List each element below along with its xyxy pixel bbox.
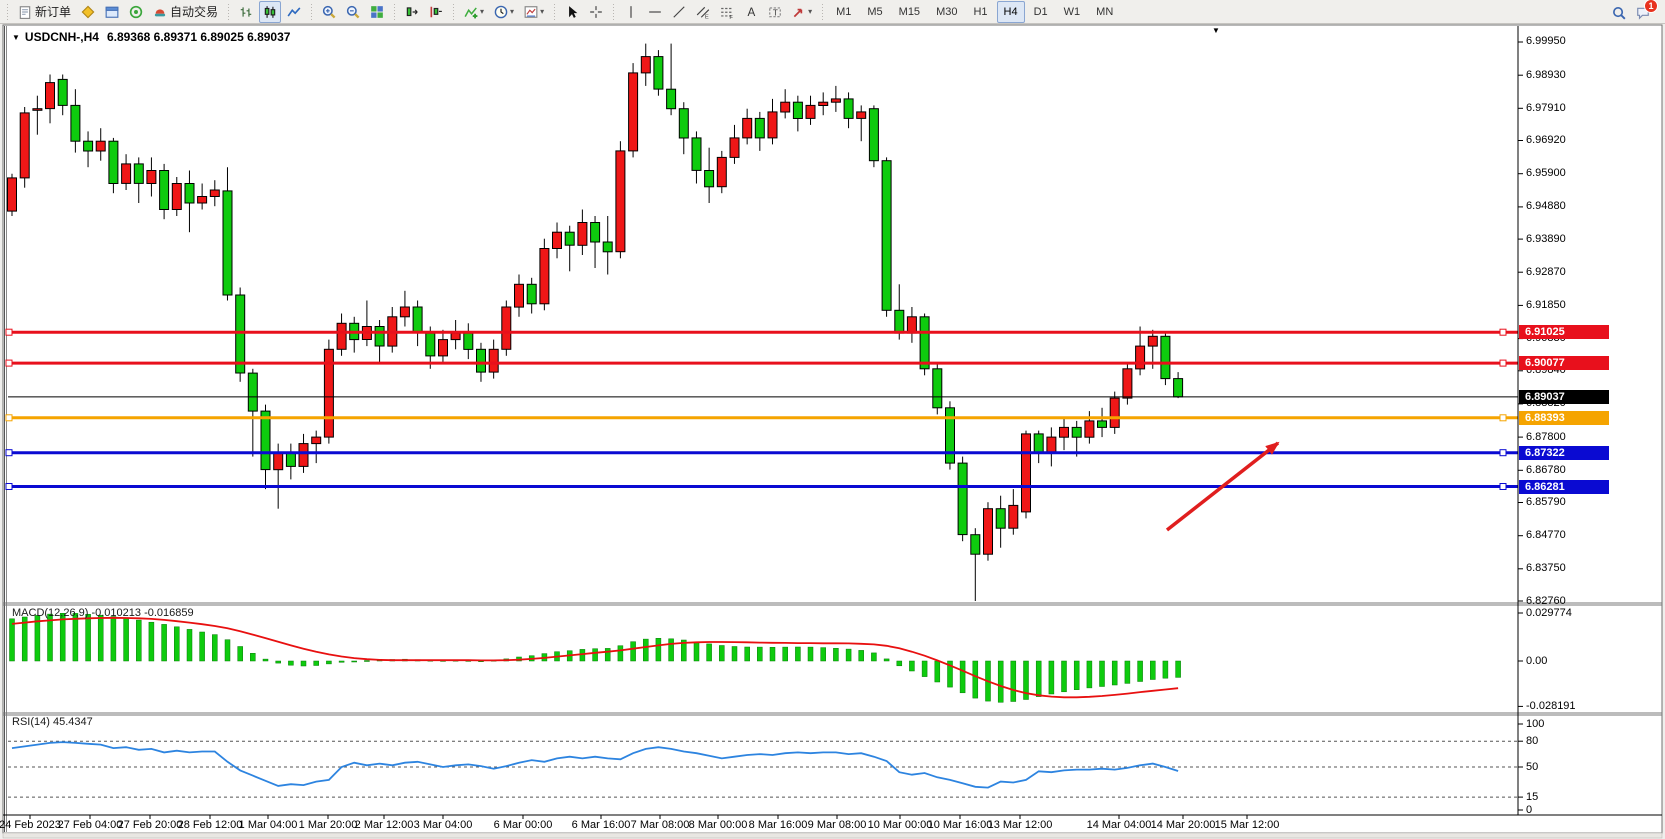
dropdown-arrow-icon[interactable]: ▾	[540, 7, 545, 16]
templates-icon	[524, 5, 538, 18]
svg-text:F: F	[729, 14, 733, 18]
cursor-button[interactable]	[561, 1, 583, 23]
chart-ohlc-values: 6.89368 6.89371 6.89025 6.89037	[106, 30, 291, 44]
toolbar: 新订单 自动交易 ▾ ▾ ▾ E F A T ▾ M1 M5 M15 M30 H1 H4 D1 W1 MN 1	[0, 0, 1665, 24]
bar-chart-button[interactable]	[235, 1, 257, 23]
indicators-button[interactable]: ▾	[460, 1, 488, 23]
notification-badge: 1	[1644, 0, 1658, 13]
toolbar-grip[interactable]	[5, 3, 10, 20]
one-click-collapse-icon[interactable]: ▼	[12, 32, 20, 42]
zoom-out-button[interactable]	[342, 1, 364, 23]
crosshair-button[interactable]	[585, 1, 607, 23]
auto-scroll-icon	[406, 6, 418, 16]
mql5-community-button[interactable]	[77, 1, 99, 23]
candlestick-chart-icon	[264, 5, 276, 18]
toolbar-grip[interactable]	[820, 3, 826, 20]
arrows-button[interactable]: ▾	[788, 1, 816, 23]
search-button[interactable]	[1608, 2, 1630, 24]
candlestick-chart-button[interactable]	[259, 0, 282, 23]
timeframe-h1-button[interactable]: H1	[973, 5, 988, 18]
new-order-button-label: 新订单	[35, 5, 72, 19]
toolbar-grip[interactable]	[309, 3, 315, 20]
timeframe-d1-button[interactable]: D1	[1033, 5, 1048, 18]
mql5-community-icon	[81, 5, 95, 18]
tile-windows-button[interactable]	[366, 1, 388, 23]
horizontal-line-icon	[649, 10, 661, 13]
bar-chart-icon	[240, 6, 252, 17]
signals-button[interactable]	[125, 1, 147, 23]
tile-windows-icon	[371, 5, 383, 18]
text-label-icon: T	[769, 6, 781, 17]
zoom-in-icon	[322, 5, 336, 18]
timeframe-h4-button[interactable]: H4	[996, 0, 1025, 23]
signals-icon	[129, 5, 143, 18]
equidistant-channel-icon: E	[696, 6, 710, 19]
toolbar-grip[interactable]	[451, 3, 457, 20]
macd-indicator-label: MACD(12,26,9) -0.010213 -0.016859	[12, 607, 194, 619]
equidistant-channel-button[interactable]: E	[692, 1, 714, 23]
toolbar-right-group: 1	[1607, 0, 1658, 24]
market-watch-icon	[105, 6, 119, 18]
zoom-out-icon	[346, 5, 360, 18]
line-chart-button[interactable]	[283, 1, 305, 23]
search-icon	[1613, 7, 1626, 20]
zoom-in-button[interactable]	[318, 1, 340, 23]
svg-text:T: T	[773, 8, 778, 17]
trendline-icon	[673, 5, 685, 18]
arrows-icon	[793, 8, 803, 17]
horizontal-line-button[interactable]	[644, 1, 666, 23]
chart-title: ▼ USDCNH-,H4 6.89368 6.89371 6.89025 6.8…	[12, 30, 290, 44]
toolbar-grip[interactable]	[226, 3, 232, 20]
chart-shift-button[interactable]	[425, 1, 447, 23]
fibonacci-icon: F	[721, 7, 733, 19]
trendline-button[interactable]	[668, 1, 690, 23]
new-order-button[interactable]: 新订单	[14, 1, 75, 23]
vertical-line-icon	[630, 5, 632, 18]
timeframe-m30-button[interactable]: M30	[936, 5, 958, 18]
text-icon: A	[748, 6, 756, 19]
chart-symbol-period: USDCNH-,H4	[24, 30, 99, 44]
toolbar-grip[interactable]	[611, 3, 617, 20]
autotrading-button[interactable]: 自动交易	[149, 1, 222, 23]
toolbar-grip[interactable]	[552, 3, 558, 20]
rsi-indicator-label: RSI(14) 45.4347	[12, 716, 93, 728]
timeframe-m5-button[interactable]: M5	[867, 5, 883, 18]
indicators-icon	[464, 6, 478, 18]
svg-text:E: E	[705, 14, 709, 19]
toolbar-grip[interactable]	[392, 3, 398, 20]
crosshair-icon	[590, 5, 602, 18]
autotrading-button-label: 自动交易	[170, 5, 219, 19]
dropdown-arrow-icon[interactable]: ▾	[510, 7, 515, 16]
timeframe-w1-button[interactable]: W1	[1063, 5, 1081, 18]
autotrading-icon	[154, 8, 166, 16]
timeframe-m15-button[interactable]: M15	[898, 5, 921, 18]
dropdown-arrow-icon[interactable]: ▾	[808, 7, 813, 16]
auto-scroll-button[interactable]	[401, 1, 423, 23]
fibonacci-button[interactable]: F	[716, 1, 738, 23]
timeframe-m1-button[interactable]: M1	[836, 5, 852, 18]
templates-button[interactable]: ▾	[520, 1, 548, 23]
svg-text:A: A	[748, 6, 756, 19]
timeframe-mn-button[interactable]: MN	[1096, 5, 1114, 18]
vertical-line-button[interactable]	[620, 1, 642, 23]
new-order-icon	[19, 5, 31, 19]
dropdown-arrow-icon[interactable]: ▾	[480, 7, 485, 16]
chart-shift-marker-icon[interactable]: ▼	[1212, 26, 1220, 35]
line-chart-icon	[287, 6, 301, 17]
cursor-icon	[569, 5, 578, 18]
periods-button[interactable]: ▾	[490, 1, 518, 23]
market-watch-button[interactable]	[101, 1, 123, 23]
text-button[interactable]: A	[740, 1, 762, 23]
text-label-button[interactable]: T	[764, 1, 786, 23]
chart-shift-icon	[430, 6, 442, 17]
chat-button[interactable]: 1	[1632, 0, 1658, 24]
periods-icon	[494, 5, 508, 18]
